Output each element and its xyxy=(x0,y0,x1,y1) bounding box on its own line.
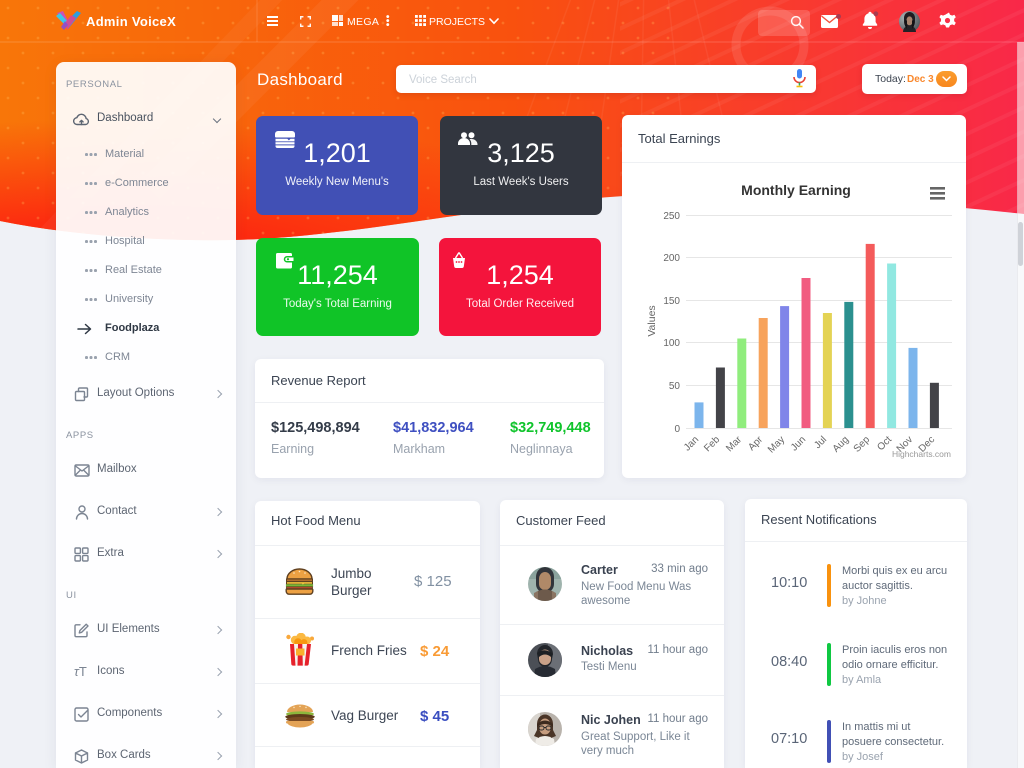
svg-text:Feb: Feb xyxy=(702,434,722,454)
svg-text:Mar: Mar xyxy=(724,434,744,454)
svg-text:Highcharts.com: Highcharts.com xyxy=(892,449,951,459)
svg-text:Aug: Aug xyxy=(831,434,851,454)
svg-text:Jan: Jan xyxy=(682,434,701,453)
svg-text:Values: Values xyxy=(646,305,658,336)
svg-text:150: 150 xyxy=(663,296,680,307)
svg-text:0: 0 xyxy=(674,424,680,435)
svg-text:May: May xyxy=(766,434,787,455)
svg-text:200: 200 xyxy=(663,253,680,264)
svg-text:250: 250 xyxy=(663,211,680,222)
svg-text:Sep: Sep xyxy=(852,434,873,455)
svg-text:50: 50 xyxy=(669,381,681,392)
svg-text:Monthly Earning: Monthly Earning xyxy=(741,182,851,198)
svg-text:Jul: Jul xyxy=(812,434,829,451)
svg-text:100: 100 xyxy=(663,338,680,349)
svg-text:Jun: Jun xyxy=(789,434,808,453)
svg-text:Apr: Apr xyxy=(746,434,765,453)
